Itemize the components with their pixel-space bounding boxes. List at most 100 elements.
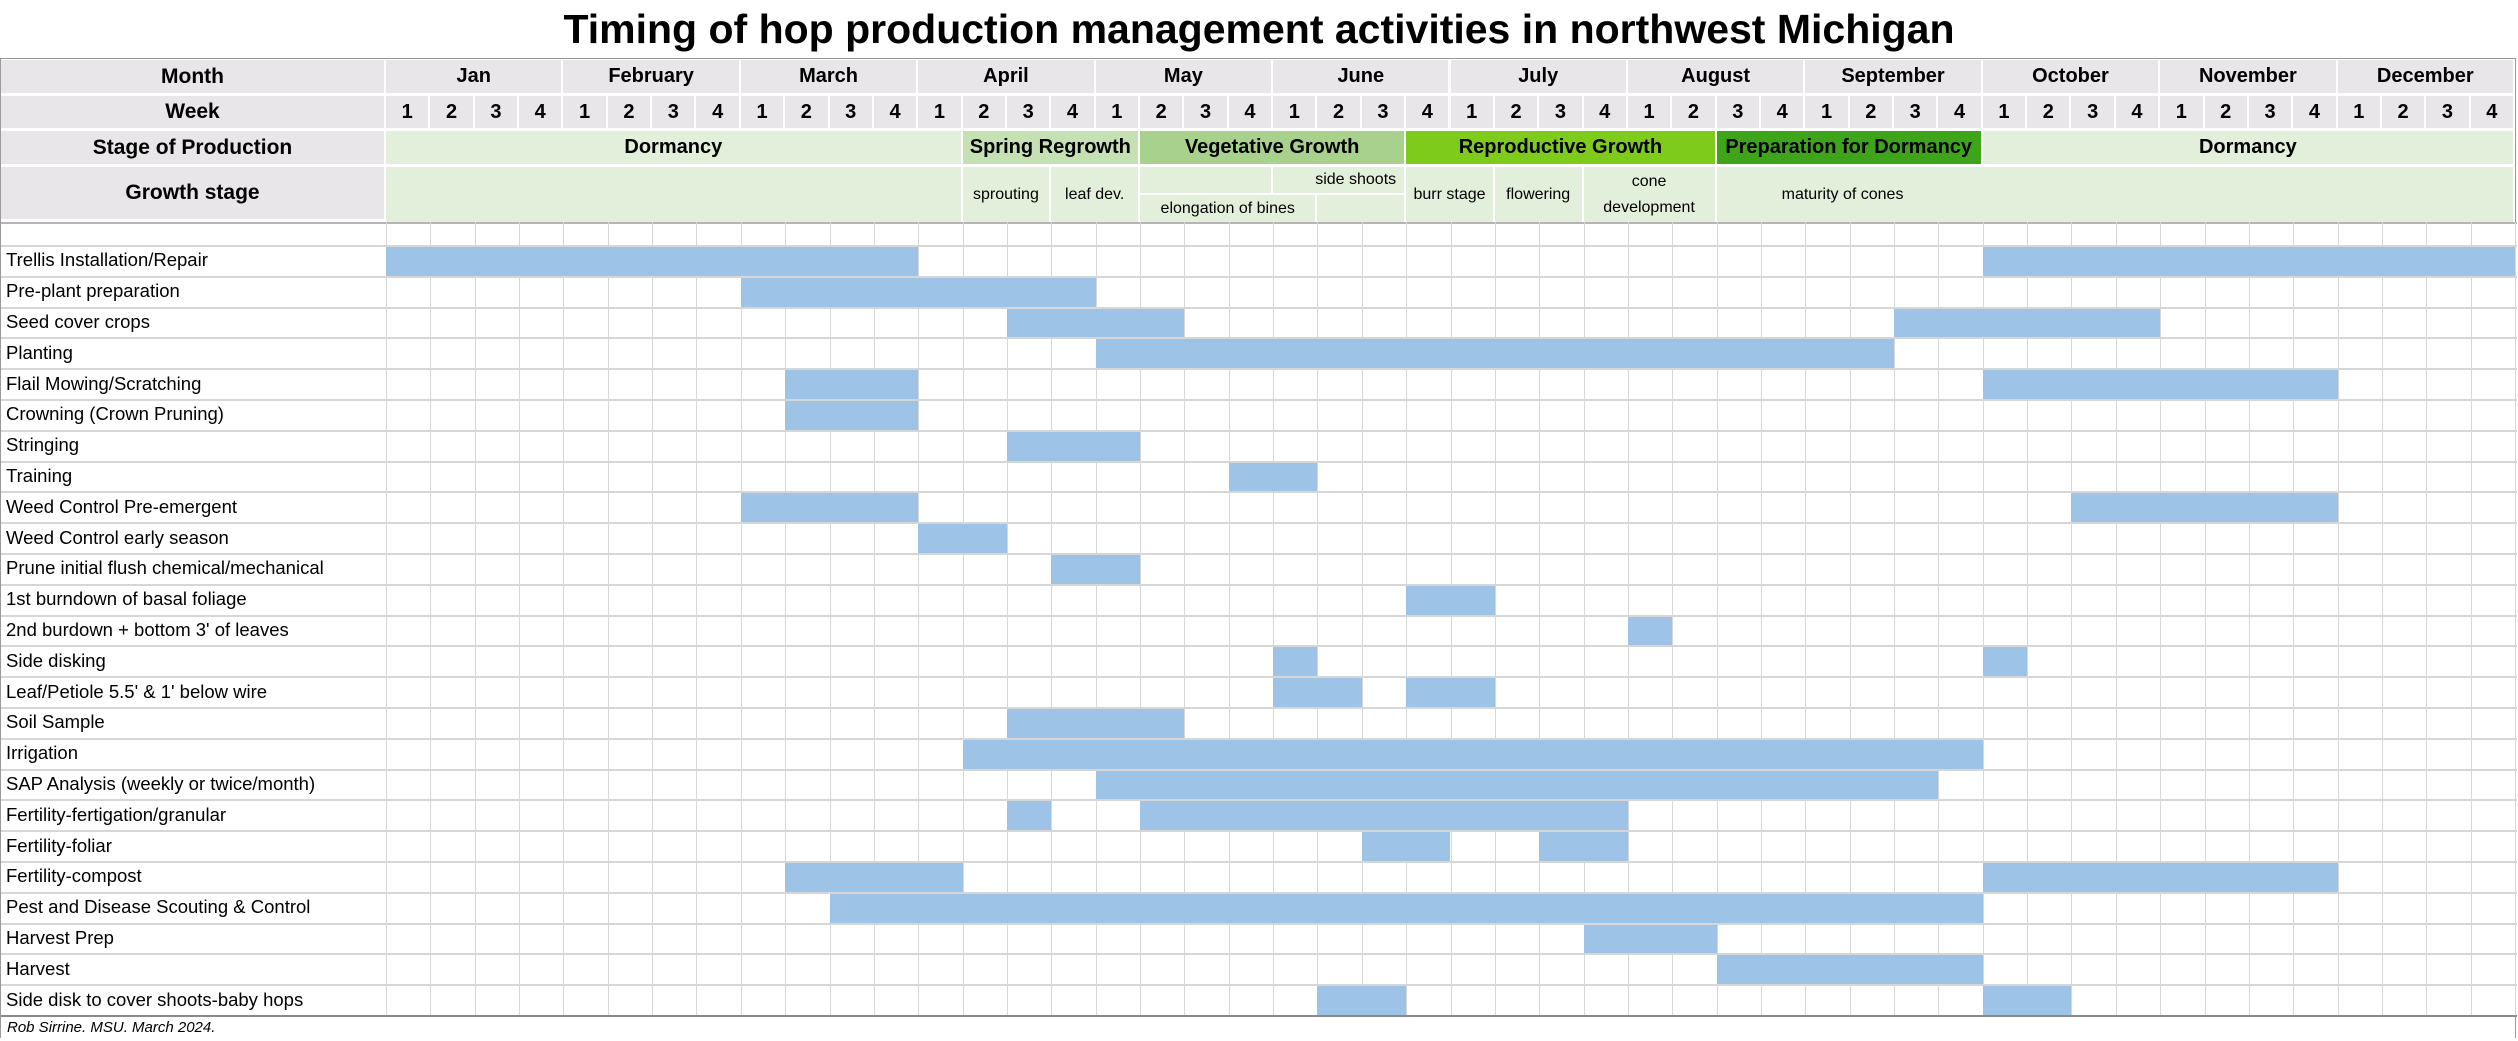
week-header: 2	[607, 96, 653, 131]
activity-label: SAP Analysis (weekly or twice/month)	[6, 772, 316, 794]
grid-line-vertical	[829, 222, 831, 1015]
week-header: 4	[1051, 96, 1096, 131]
grid-line-horizontal	[1, 275, 2517, 278]
grid-line-horizontal	[1, 830, 2517, 833]
footer-divider	[1, 1015, 2517, 1017]
grid-line-vertical	[2426, 222, 2428, 1015]
activity-label: Fertility-foliar	[6, 834, 112, 856]
week-header: 3	[2426, 96, 2471, 131]
activity-bar	[1539, 832, 1628, 861]
week-header: 1	[2337, 96, 2382, 131]
activity-label: Irrigation	[6, 742, 78, 764]
week-header: 2	[2027, 96, 2072, 131]
grid-line-vertical	[1140, 222, 1142, 1015]
week-header: 3	[1006, 96, 1052, 131]
activity-bar	[1627, 616, 1673, 646]
week-header: 2	[1672, 96, 1717, 131]
week-header: 2	[1849, 96, 1895, 131]
week-header: 1	[2160, 96, 2205, 131]
activity-bar	[386, 247, 919, 276]
activity-label: Fertility-compost	[6, 865, 142, 887]
grid-line-vertical	[1273, 222, 1275, 1015]
month-header: May	[1095, 60, 1274, 96]
activity-bar	[740, 493, 919, 523]
grid-line-vertical	[1982, 222, 1984, 1015]
month-header: Jan	[386, 60, 564, 96]
week-header: 1	[1805, 96, 1850, 131]
activity-bar	[1406, 678, 1495, 707]
week-header: 4	[2470, 96, 2515, 131]
week-header: 4	[696, 96, 741, 131]
activity-label: Stringing	[6, 434, 80, 456]
grid-line-vertical	[2515, 222, 2516, 1015]
month-header: November	[2160, 60, 2338, 96]
growth-stage: elongation of bines	[1140, 195, 1318, 222]
growth-stage: leaf dev.	[1051, 167, 1141, 222]
activity-bar	[1583, 924, 1717, 954]
grid-line-vertical	[1938, 222, 1940, 1015]
week-header: 1	[918, 96, 963, 131]
grid-line-vertical	[785, 222, 787, 1015]
week-header: 3	[829, 96, 874, 131]
grid-line-vertical	[2470, 222, 2472, 1015]
grid-line-vertical	[2071, 222, 2073, 1015]
grid-line-horizontal	[1, 368, 2517, 371]
week-header: 2	[962, 96, 1007, 131]
grid-line-horizontal	[1, 614, 2517, 617]
week-header: 3	[1894, 96, 1939, 131]
grid-line-horizontal	[1, 861, 2517, 863]
grid-line-horizontal	[1, 491, 2517, 494]
grid-line-vertical	[2204, 222, 2206, 1015]
month-header: June	[1273, 60, 1451, 96]
week-header: 3	[652, 96, 697, 131]
activity-label: 2nd burdown + bottom 3' of leaves	[6, 618, 289, 640]
activity-label: Planting	[6, 341, 73, 363]
activity-bar	[785, 401, 919, 430]
month-header: February	[563, 60, 741, 96]
activity-bar	[1006, 308, 1185, 338]
stage-band: Reproductive Growth	[1406, 131, 1717, 167]
gantt-chart: Month Week Stage of Production Growth stage…	[0, 58, 2517, 1038]
growth-stage	[1317, 195, 1407, 222]
grid-line-vertical	[1716, 222, 1718, 1015]
activity-bar	[1228, 462, 1318, 492]
activity-label: Seed cover crops	[6, 310, 150, 332]
grid-line-vertical	[519, 222, 521, 1015]
stage-band: Dormancy	[1982, 131, 2515, 167]
activity-bar	[1317, 986, 1407, 1015]
month-header: March	[740, 60, 919, 96]
growth-stage: burr stage	[1406, 167, 1495, 222]
grid-line-horizontal	[1, 583, 2517, 586]
activity-bar	[1982, 370, 2338, 399]
footer-credit: Rob Sirrine. MSU. March 2024.	[7, 1019, 216, 1036]
week-header: 1	[740, 96, 786, 131]
grid-line-vertical	[430, 222, 432, 1015]
grid-line-vertical	[696, 222, 698, 1015]
grid-line-horizontal	[1, 245, 2517, 247]
grid-line-vertical	[1228, 222, 1230, 1015]
week-header: 4	[873, 96, 919, 131]
grid-line-vertical	[1760, 222, 1762, 1015]
grid-line-vertical	[607, 222, 609, 1015]
grid-line-vertical	[1406, 222, 1408, 1015]
activity-label: Weed Control early season	[6, 526, 229, 548]
growth-stage	[1140, 167, 1274, 195]
grid-line-vertical	[386, 222, 387, 1015]
activity-bar	[1361, 832, 1451, 861]
week-header: 4	[519, 96, 564, 131]
week-header: 4	[2115, 96, 2161, 131]
grid-line-vertical	[2160, 222, 2162, 1015]
week-header: 1	[1982, 96, 2028, 131]
header-divider	[1, 222, 2517, 224]
activity-label: Fertility-fertigation/granular	[6, 803, 227, 825]
grid-line-vertical	[740, 222, 742, 1015]
activity-bar	[1894, 308, 2161, 338]
activity-bar	[1716, 955, 1983, 985]
activity-label: Pre-plant preparation	[6, 280, 180, 302]
grid-line-horizontal	[1, 737, 2517, 740]
week-header: 4	[1583, 96, 1628, 131]
week-header: 3	[2248, 96, 2294, 131]
activity-label: Side disk to cover shoots-baby hops	[6, 988, 304, 1010]
grid-line-vertical	[1317, 222, 1319, 1015]
growth-stage: sprouting	[962, 167, 1052, 222]
